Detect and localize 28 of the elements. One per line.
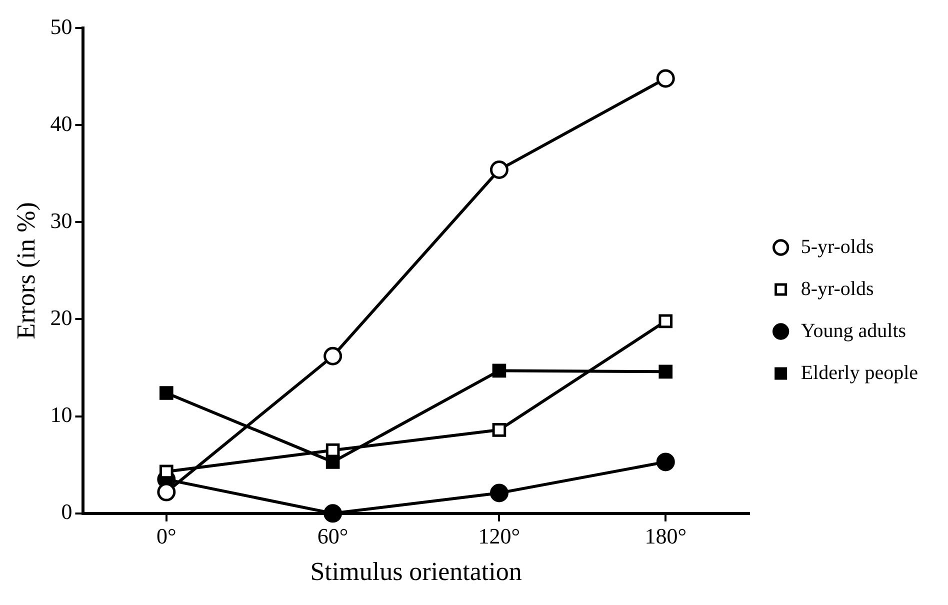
- y-axis-title: Errors (in %): [11, 202, 40, 340]
- x-tick-label: 120°: [478, 523, 520, 548]
- legend-label: 5-yr-olds: [800, 236, 874, 258]
- x-axis-title: Stimulus orientation: [310, 557, 522, 586]
- point: [492, 364, 506, 378]
- y-tick-label: 50: [50, 14, 72, 39]
- legend-label: 8-yr-olds: [800, 278, 874, 300]
- point: [159, 386, 174, 400]
- point: [656, 452, 675, 472]
- y-tick-label: 40: [50, 110, 72, 136]
- point: [492, 423, 506, 437]
- point: [658, 364, 673, 379]
- y-tick-label: 10: [50, 402, 72, 428]
- y-tick-label: 20: [50, 305, 72, 330]
- legend-label: Elderly people: [800, 362, 918, 384]
- point: [490, 484, 508, 502]
- point: [490, 160, 508, 179]
- point: [324, 504, 342, 523]
- point: [324, 346, 342, 366]
- x-tick-label: 60°: [317, 523, 348, 548]
- x-tick-label: 180°: [644, 523, 687, 548]
- point: [326, 443, 340, 458]
- point: [658, 314, 673, 328]
- point: [656, 69, 675, 88]
- y-tick-label: 0: [61, 499, 72, 524]
- legend-label: Young adults: [800, 320, 906, 342]
- x-tick-label: 0°: [156, 523, 176, 548]
- y-tick-label: 30: [50, 208, 72, 233]
